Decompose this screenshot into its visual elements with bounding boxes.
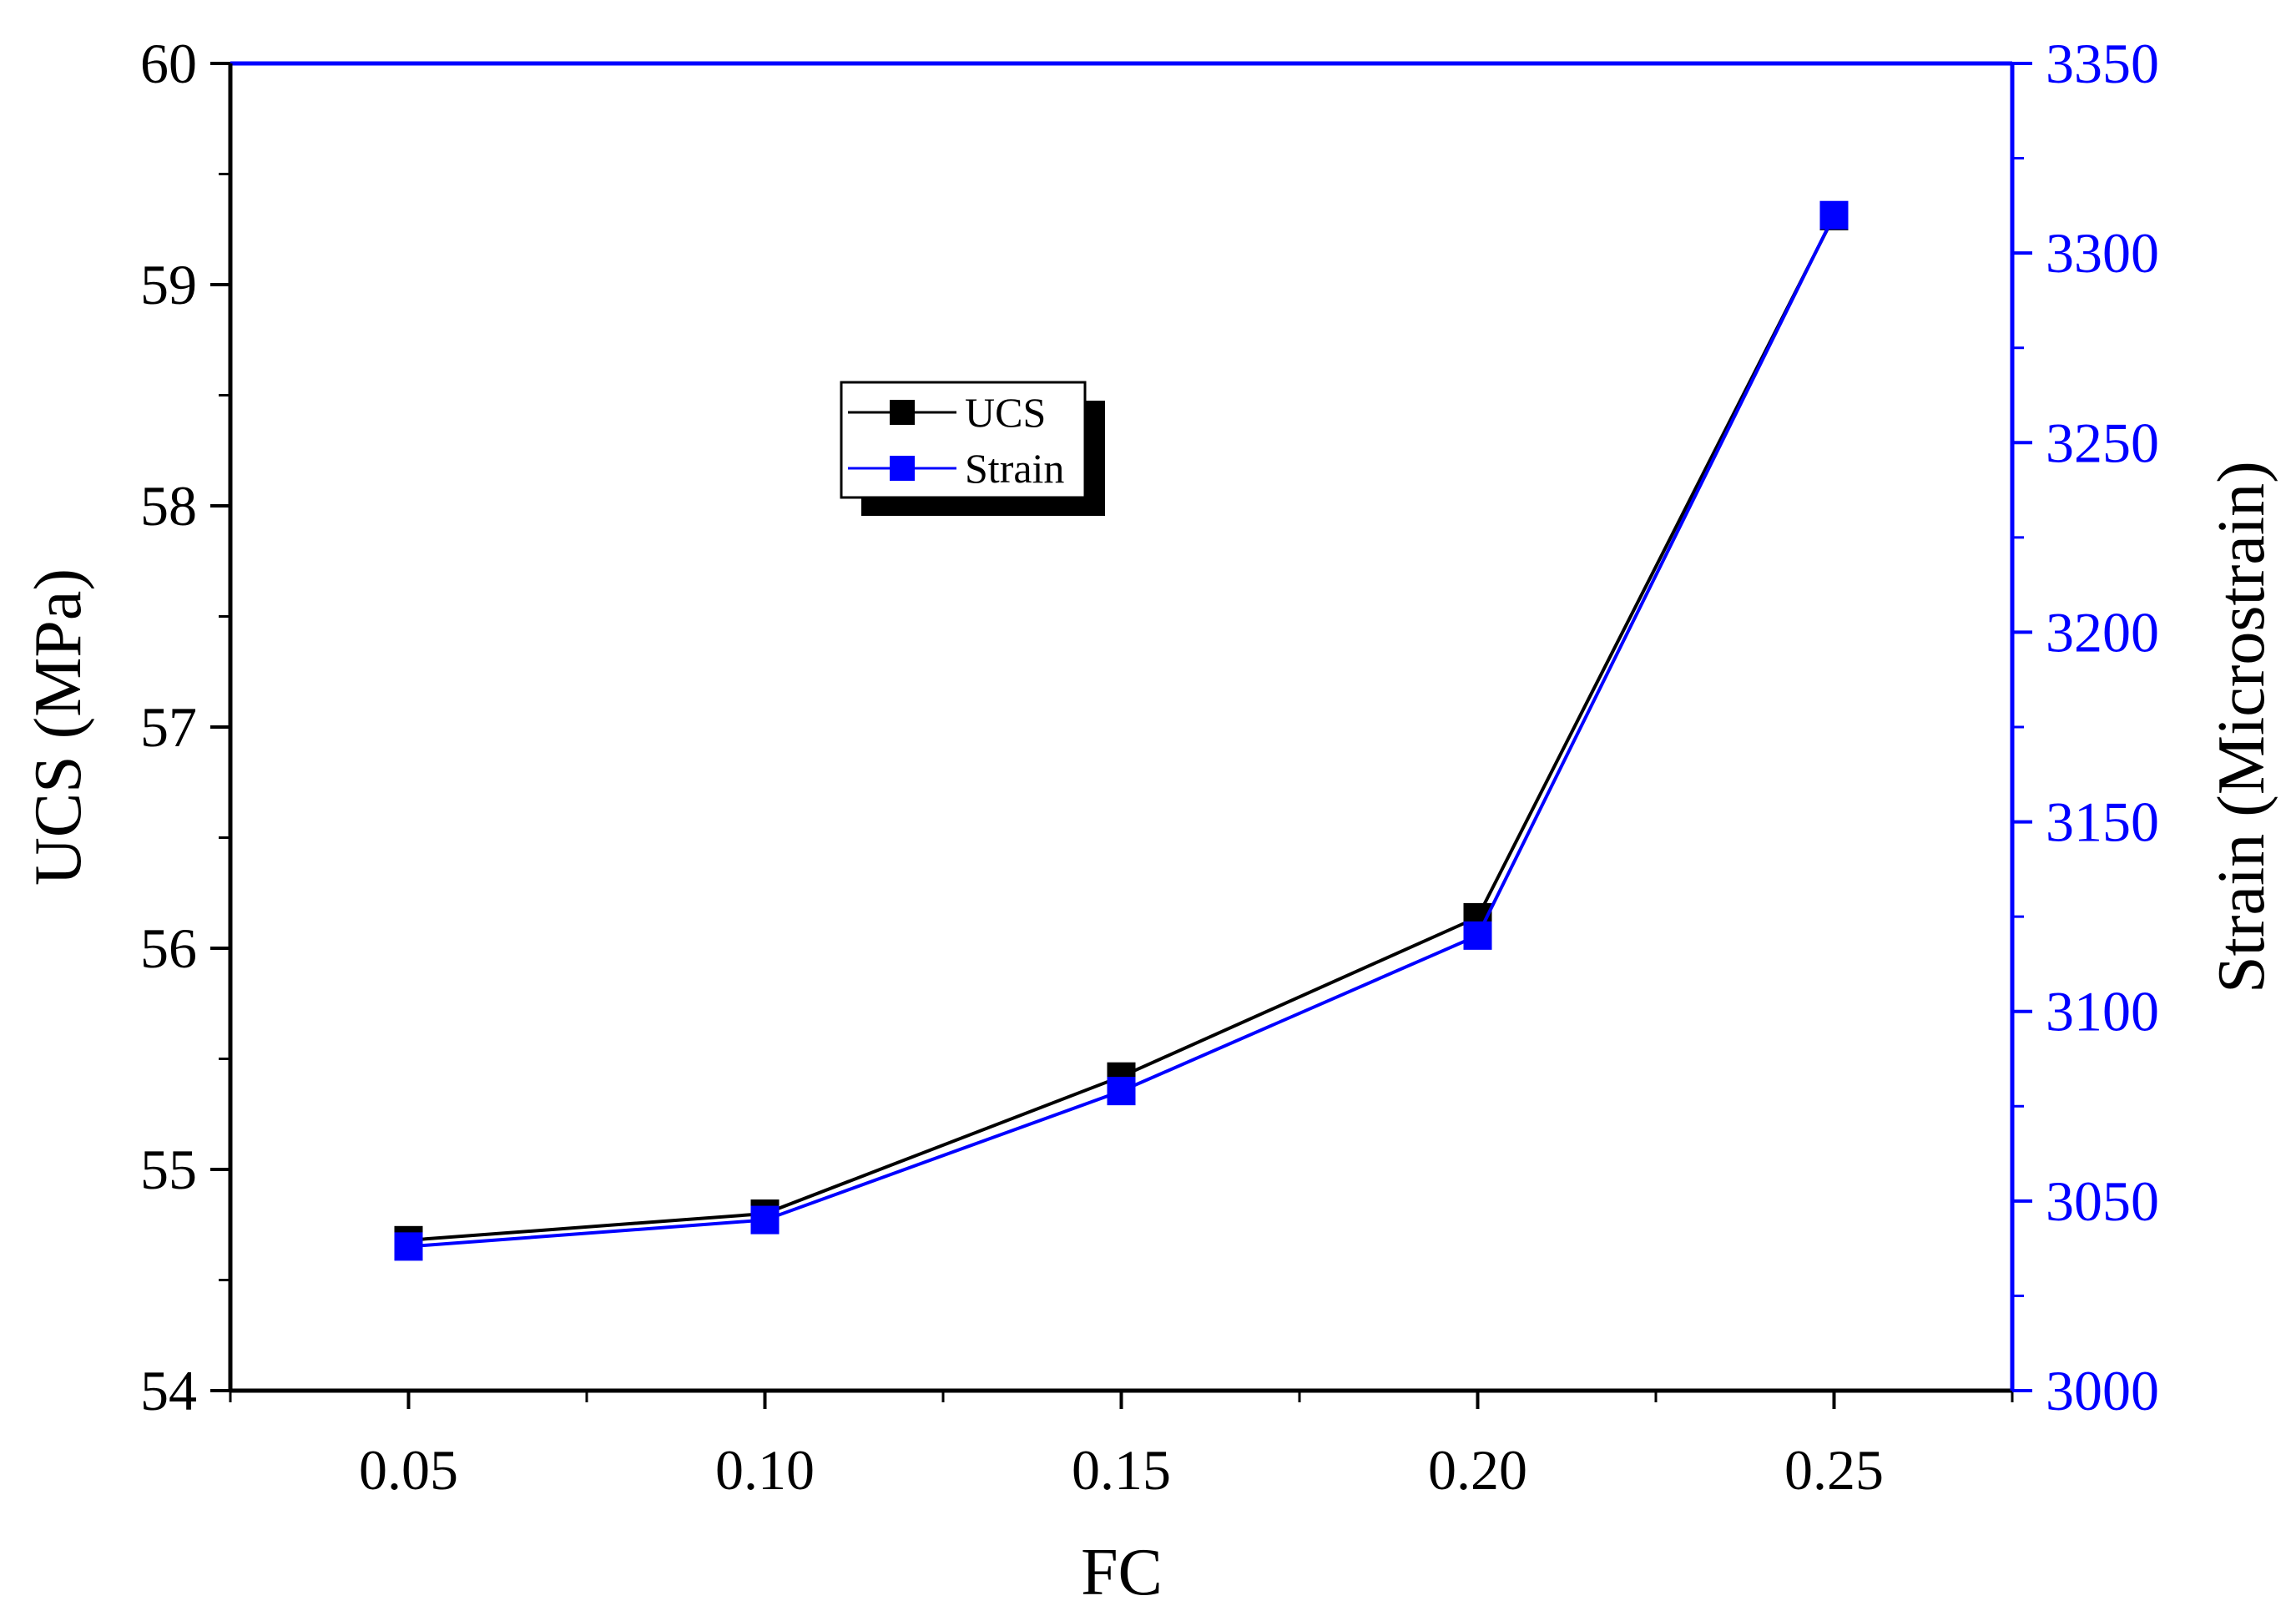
y-right-axis: 3000 3050 3100 3150 3200 3250 3300 3350 bbox=[2012, 32, 2159, 1422]
y-right-tick-label: 3350 bbox=[2046, 32, 2159, 95]
x-axis: 0.05 0.10 0.15 0.20 0.25 bbox=[229, 1391, 2014, 1502]
x-axis-title: FC bbox=[1081, 1536, 1163, 1609]
y-right-tick-label: 3050 bbox=[2046, 1169, 2159, 1233]
y-left-tick-label: 54 bbox=[140, 1359, 197, 1422]
x-tick-label: 0.15 bbox=[1072, 1438, 1171, 1502]
strain-data-point bbox=[1463, 921, 1492, 950]
legend-box bbox=[840, 381, 1087, 499]
y-right-tick-label: 3200 bbox=[2046, 600, 2159, 664]
y-left-tick-label: 55 bbox=[140, 1138, 197, 1201]
x-tick-label: 0.25 bbox=[1784, 1438, 1884, 1502]
y-right-tick-label: 3300 bbox=[2046, 221, 2159, 285]
x-tick-label: 0.20 bbox=[1428, 1438, 1527, 1502]
legend: UCS Strain bbox=[840, 381, 1105, 516]
legend-strain-label: Strain bbox=[965, 445, 1064, 492]
strain-data-point bbox=[394, 1232, 423, 1261]
y-left-tick-label: 59 bbox=[140, 253, 197, 316]
legend-item-ucs: UCS bbox=[848, 389, 1046, 436]
y-left-axis-title: UCS (MPa) bbox=[22, 568, 95, 886]
legend-strain-marker bbox=[890, 456, 915, 481]
y-left-axis: 54 55 56 57 58 59 60 bbox=[140, 32, 230, 1422]
y-left-tick-label: 58 bbox=[140, 474, 197, 538]
y-left-tick-label: 60 bbox=[140, 32, 197, 95]
y-left-tick-label: 56 bbox=[140, 917, 197, 980]
y-right-tick-label: 3250 bbox=[2046, 411, 2159, 474]
y-right-tick-label: 3000 bbox=[2046, 1359, 2159, 1422]
y-left-tick-label: 57 bbox=[140, 695, 197, 759]
legend-ucs-label: UCS bbox=[965, 389, 1046, 436]
y-right-axis-title: Strain (Microstrain) bbox=[2205, 461, 2278, 993]
series-layer bbox=[394, 200, 1849, 1261]
y-right-tick-label: 3150 bbox=[2046, 790, 2159, 854]
legend-ucs-marker bbox=[890, 400, 915, 425]
x-tick-label: 0.05 bbox=[359, 1438, 458, 1502]
legend-item-strain: Strain bbox=[848, 445, 1064, 492]
strain-data-point bbox=[1107, 1077, 1136, 1106]
x-tick-label: 0.10 bbox=[715, 1438, 815, 1502]
strain-data-point bbox=[750, 1205, 780, 1235]
y-right-tick-label: 3100 bbox=[2046, 980, 2159, 1043]
strain-data-point bbox=[1819, 200, 1849, 230]
